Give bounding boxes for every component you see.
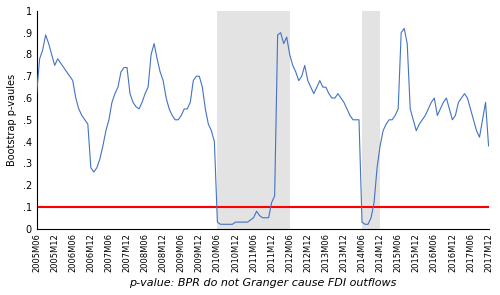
- Bar: [362, 11, 380, 229]
- Bar: [218, 11, 290, 229]
- X-axis label: p-value: BPR do not Granger cause FDI outflows: p-value: BPR do not Granger cause FDI ou…: [129, 278, 396, 288]
- Y-axis label: Bootstrap p-vaules: Bootstrap p-vaules: [7, 74, 17, 166]
